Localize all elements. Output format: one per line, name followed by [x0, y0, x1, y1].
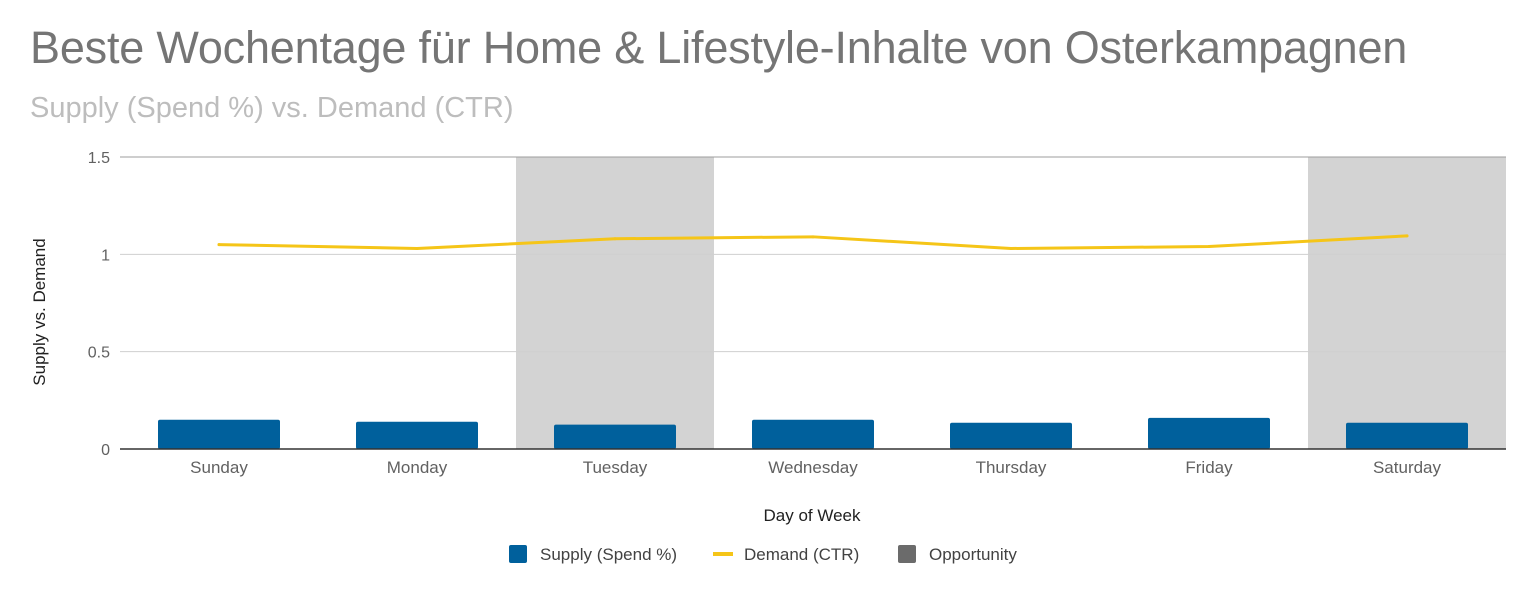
legend-swatch-opportunity: [898, 545, 916, 563]
demand-point-tuesday: [613, 237, 617, 241]
supply-bar-thursday: [950, 422, 1072, 449]
demand-point-sunday: [217, 243, 221, 247]
opportunity-bar-saturday: [1308, 157, 1506, 449]
legend-label-supply-spend: Supply (Spend %): [540, 545, 677, 564]
demand-point-saturday: [1405, 234, 1409, 238]
supply-bar-sunday: [158, 419, 280, 449]
legend-item-opportunity: Opportunity: [898, 545, 1017, 564]
demand-point-monday: [415, 246, 419, 250]
supply-bar-tuesday: [554, 424, 676, 449]
supply-bar-friday: [1148, 417, 1270, 449]
legend-label-opportunity: Opportunity: [929, 545, 1017, 564]
y-tick-1.5: 1.5: [88, 150, 110, 167]
y-tick-1: 1: [101, 247, 110, 264]
demand-point-friday: [1207, 245, 1211, 249]
gridlines: [120, 156, 1506, 353]
y-tick-0: 0: [101, 442, 110, 459]
x-axis-title: Day of Week: [763, 506, 861, 525]
x-tick-thursday: Thursday: [976, 458, 1047, 477]
y-axis-title: Supply vs. Demand: [30, 238, 49, 385]
supply-bar-wednesday: [752, 419, 874, 449]
supply-bar-saturday: [1346, 422, 1468, 449]
supply-bar-monday: [356, 421, 478, 449]
x-tick-sunday: Sunday: [190, 458, 248, 477]
x-tick-labels: Sunday Monday Tuesday Wednesday Thursday Frid…: [190, 458, 1441, 477]
chart-title: Beste Wochentage für Home & Lifestyle-In…: [30, 22, 1408, 73]
opportunity-bar-tuesday: [516, 157, 714, 449]
x-tick-monday: Monday: [387, 458, 448, 477]
legend-item-demand-ctr: Demand (CTR): [713, 545, 859, 564]
opportunity-bars: [516, 157, 1506, 449]
supply-bars: [158, 417, 1468, 449]
y-tick-labels: 0 0.5 1 1.5: [88, 150, 110, 459]
x-tick-saturday: Saturday: [1373, 458, 1442, 477]
chart-subtitle: Supply (Spend %) vs. Demand (CTR): [30, 92, 514, 124]
legend: Supply (Spend %) Demand (CTR) Opportunity: [509, 545, 1017, 564]
y-tick-0.5: 0.5: [88, 345, 110, 362]
x-tick-friday: Friday: [1185, 458, 1233, 477]
legend-item-supply-spend: Supply (Spend %): [509, 545, 677, 564]
demand-point-wednesday: [811, 235, 815, 239]
legend-label-demand-ctr: Demand (CTR): [744, 545, 859, 564]
x-tick-wednesday: Wednesday: [768, 458, 858, 477]
legend-swatch-supply-spend: [509, 545, 527, 563]
demand-line-group: [217, 234, 1409, 250]
demand-point-thursday: [1009, 246, 1013, 250]
x-tick-tuesday: Tuesday: [583, 458, 648, 477]
